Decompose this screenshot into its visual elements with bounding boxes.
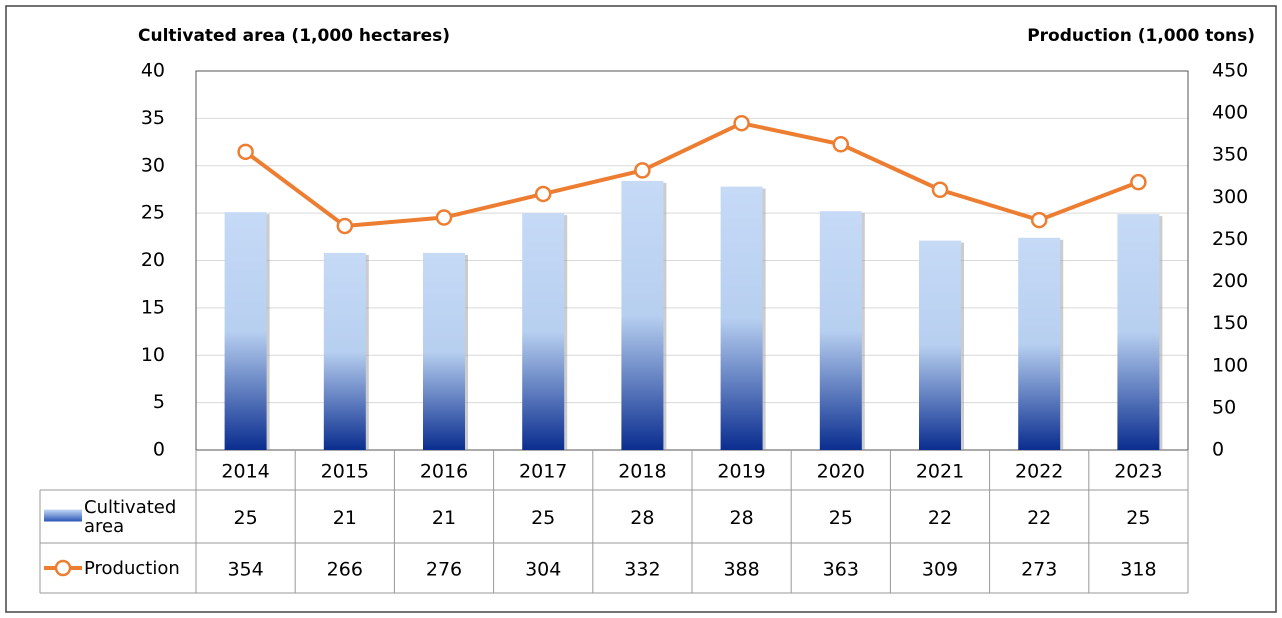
table-value: 28 bbox=[630, 507, 654, 529]
bar bbox=[522, 213, 565, 450]
marker bbox=[931, 181, 949, 199]
y2-tick-label: 0 bbox=[1212, 439, 1224, 461]
table-value: 354 bbox=[227, 559, 263, 581]
right-axis-title: Production (1,000 tons) bbox=[1027, 26, 1255, 46]
table-value: 276 bbox=[426, 559, 462, 581]
table-value: 21 bbox=[432, 507, 456, 529]
table-value: 28 bbox=[730, 507, 754, 529]
x-tick-label: 2022 bbox=[1015, 461, 1063, 483]
marker bbox=[733, 114, 750, 132]
x-tick-label: 2021 bbox=[916, 461, 964, 483]
marker bbox=[435, 209, 453, 226]
x-tick-label: 2014 bbox=[221, 461, 269, 483]
table-value: 22 bbox=[928, 507, 952, 529]
bar bbox=[819, 211, 862, 450]
x-tick-label: 2015 bbox=[321, 461, 369, 483]
y-tick-label: 5 bbox=[153, 391, 165, 413]
table-value: 273 bbox=[1021, 559, 1057, 581]
bar bbox=[224, 212, 267, 450]
table-value: 25 bbox=[234, 507, 258, 529]
y2-tick-label: 200 bbox=[1212, 270, 1248, 292]
bar bbox=[919, 240, 961, 450]
legend-marker bbox=[54, 559, 72, 577]
y2-tick-label: 150 bbox=[1212, 312, 1248, 334]
y-tick-label: 30 bbox=[141, 154, 165, 176]
table-value: 318 bbox=[1120, 559, 1156, 581]
table-value: 25 bbox=[531, 507, 555, 529]
table-value: 25 bbox=[1126, 507, 1150, 529]
table-value: 388 bbox=[723, 559, 759, 581]
y-tick-label: 35 bbox=[141, 107, 165, 129]
legend-swatch bbox=[44, 509, 82, 522]
table-value: 25 bbox=[829, 507, 853, 529]
table-value: 21 bbox=[333, 507, 357, 529]
legend-label: Production bbox=[84, 557, 180, 579]
y2-tick-label: 50 bbox=[1212, 396, 1236, 418]
left-axis-title: Cultivated area (1,000 hectares) bbox=[138, 26, 450, 46]
y2-tick-label: 400 bbox=[1212, 102, 1248, 124]
marker bbox=[1130, 173, 1147, 191]
marker bbox=[534, 185, 552, 203]
x-tick-label: 2017 bbox=[519, 461, 567, 483]
x-tick-label: 2020 bbox=[817, 461, 865, 483]
bar bbox=[1018, 237, 1061, 450]
x-tick-label: 2019 bbox=[717, 461, 765, 483]
y-tick-label: 15 bbox=[141, 296, 165, 318]
legend-box: Production bbox=[84, 557, 180, 579]
bar bbox=[720, 186, 763, 450]
table-value: 363 bbox=[823, 559, 859, 581]
y-tick-label: 25 bbox=[141, 202, 165, 224]
table-value: 304 bbox=[525, 559, 561, 581]
y-tick-label: 10 bbox=[141, 344, 165, 366]
marker bbox=[1030, 211, 1048, 229]
y-tick-label: 0 bbox=[153, 439, 165, 461]
bar bbox=[1117, 214, 1160, 450]
y-tick-label: 40 bbox=[141, 60, 165, 82]
x-tick-label: 2023 bbox=[1114, 461, 1162, 483]
table-value: 22 bbox=[1027, 507, 1051, 529]
bar bbox=[423, 252, 465, 450]
table-value: 332 bbox=[624, 559, 660, 581]
y-tick-label: 20 bbox=[141, 249, 165, 271]
y2-tick-label: 450 bbox=[1212, 60, 1248, 82]
x-tick-label: 2016 bbox=[420, 461, 468, 483]
x-tick-label: 2018 bbox=[618, 461, 666, 483]
table-value: 309 bbox=[922, 559, 958, 581]
legend-label: Cultivated area bbox=[84, 496, 177, 537]
marker bbox=[634, 162, 651, 179]
y2-tick-label: 250 bbox=[1212, 228, 1248, 250]
marker bbox=[237, 143, 254, 161]
table-value: 266 bbox=[327, 559, 363, 581]
y2-tick-label: 100 bbox=[1212, 354, 1248, 376]
frame bbox=[5, 5, 1277, 613]
bar bbox=[621, 180, 664, 450]
bar bbox=[323, 252, 366, 450]
y2-tick-label: 300 bbox=[1212, 186, 1248, 208]
line bbox=[244, 121, 1140, 229]
marker bbox=[336, 217, 354, 235]
marker bbox=[832, 136, 850, 153]
legend-box: Cultivated area bbox=[84, 496, 177, 537]
y2-tick-label: 350 bbox=[1212, 144, 1248, 166]
